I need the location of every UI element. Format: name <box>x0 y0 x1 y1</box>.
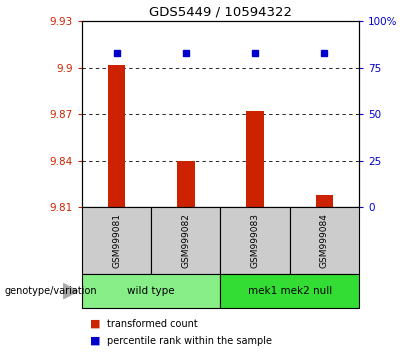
Bar <box>316 195 333 207</box>
Bar <box>82 207 151 274</box>
Text: ■: ■ <box>90 336 101 346</box>
Text: genotype/variation: genotype/variation <box>4 286 97 296</box>
Text: GSM999082: GSM999082 <box>181 213 190 268</box>
Text: ■: ■ <box>90 319 101 329</box>
Bar <box>290 207 359 274</box>
Bar <box>177 161 194 207</box>
Bar <box>247 111 264 207</box>
Text: GSM999084: GSM999084 <box>320 213 329 268</box>
Bar <box>220 274 359 308</box>
Bar <box>220 207 290 274</box>
Polygon shape <box>63 283 78 299</box>
Bar <box>82 274 220 308</box>
Text: wild type: wild type <box>127 286 175 296</box>
Title: GDS5449 / 10594322: GDS5449 / 10594322 <box>149 6 292 19</box>
Bar <box>108 64 125 207</box>
Bar <box>151 207 220 274</box>
Text: percentile rank within the sample: percentile rank within the sample <box>107 336 272 346</box>
Text: GSM999083: GSM999083 <box>251 213 260 268</box>
Text: GSM999081: GSM999081 <box>112 213 121 268</box>
Text: transformed count: transformed count <box>107 319 198 329</box>
Text: mek1 mek2 null: mek1 mek2 null <box>248 286 332 296</box>
